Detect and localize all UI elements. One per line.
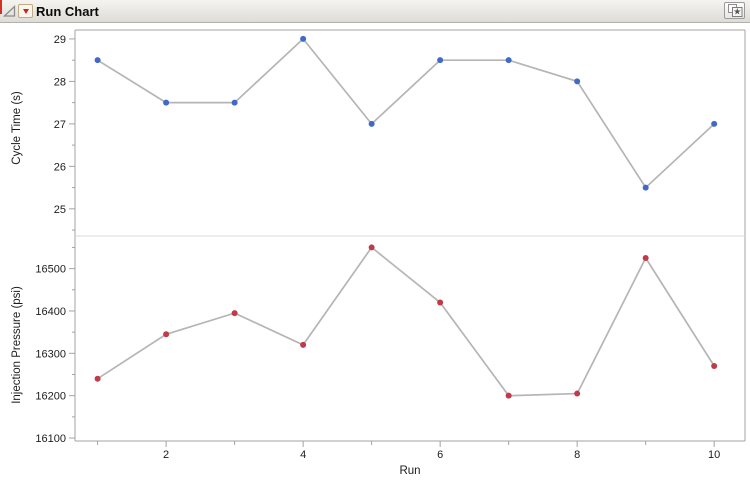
report-title: Run Chart: [36, 3, 99, 19]
data-point-run-1[interactable]: [94, 57, 101, 64]
data-point-run-8[interactable]: [574, 390, 581, 397]
y-tick-label: 16200: [35, 391, 66, 403]
y-tick-label: 16400: [35, 306, 66, 318]
data-point-run-4[interactable]: [300, 341, 307, 348]
data-point-run-10[interactable]: [711, 120, 718, 127]
y-tick-label: 26: [54, 161, 66, 173]
y-tick-label: 25: [54, 204, 66, 216]
y-tick-label: 16500: [35, 264, 66, 276]
x-tick-label: 6: [437, 449, 443, 461]
y-axis-title: Cycle Time (s): [11, 91, 23, 165]
y-axis-title: Injection Pressure (psi): [11, 286, 23, 404]
star-window-icon: ★: [727, 4, 742, 17]
x-tick-label: 8: [574, 449, 580, 461]
x-tick-label: 10: [708, 449, 720, 461]
data-point-run-6[interactable]: [437, 57, 444, 64]
data-point-run-2[interactable]: [163, 99, 170, 106]
data-point-run-1[interactable]: [94, 375, 101, 382]
y-tick-label: 29: [54, 34, 66, 46]
y-tick-label: 16100: [35, 433, 66, 445]
data-point-run-4[interactable]: [300, 35, 307, 42]
data-point-run-10[interactable]: [711, 363, 718, 370]
x-axis-title: Run: [399, 465, 420, 477]
y-tick-label: 27: [54, 119, 66, 131]
report-titlebar: Run Chart ★: [0, 0, 750, 23]
data-point-run-8[interactable]: [574, 78, 581, 85]
x-tick-label: 2: [163, 449, 169, 461]
left-edge-marker: [0, 0, 2, 14]
data-point-run-6[interactable]: [437, 299, 444, 306]
collapse-triangle-icon[interactable]: [3, 4, 16, 18]
y-tick-label: 16300: [35, 348, 66, 360]
data-point-run-5[interactable]: [368, 120, 375, 127]
data-point-run-3[interactable]: [231, 99, 238, 106]
svg-text:★: ★: [733, 7, 741, 17]
data-point-run-5[interactable]: [368, 244, 375, 251]
series-line: [97, 246, 715, 397]
red-triangle-icon: [22, 8, 29, 14]
x-tick-label: 4: [300, 449, 306, 461]
open-window-button[interactable]: ★: [724, 2, 745, 19]
data-point-run-7[interactable]: [505, 392, 512, 399]
data-point-run-9[interactable]: [642, 255, 649, 262]
red-triangle-menu-button[interactable]: [18, 4, 33, 18]
data-point-run-2[interactable]: [163, 331, 170, 338]
data-point-run-9[interactable]: [642, 184, 649, 191]
data-point-run-3[interactable]: [231, 310, 238, 317]
series-line: [97, 37, 715, 189]
data-point-run-7[interactable]: [505, 57, 512, 64]
y-tick-label: 28: [54, 76, 66, 88]
